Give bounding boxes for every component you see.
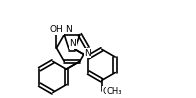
Text: N: N: [70, 39, 76, 48]
Text: O: O: [102, 87, 109, 96]
Text: OH: OH: [50, 25, 63, 34]
Text: N: N: [65, 25, 72, 34]
Text: CH₃: CH₃: [107, 87, 122, 96]
Text: N: N: [84, 49, 91, 58]
